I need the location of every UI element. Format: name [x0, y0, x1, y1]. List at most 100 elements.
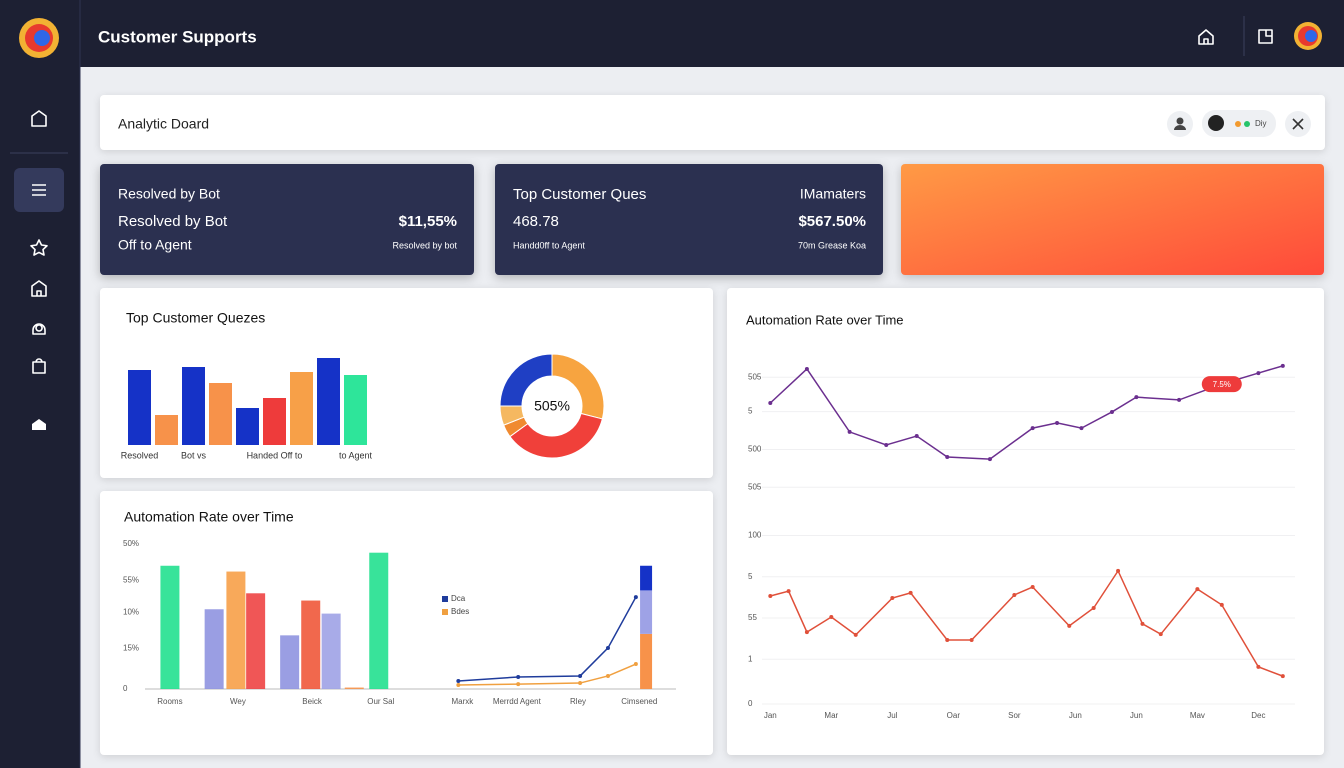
- point: [890, 596, 895, 601]
- x-tick-label: Handed Off to: [247, 450, 303, 460]
- close-button[interactable]: [1285, 111, 1311, 137]
- point: [884, 442, 889, 447]
- x-tick-label: to Agent: [339, 450, 373, 460]
- card-heading: Top Customer Ques: [513, 186, 646, 203]
- point: [945, 638, 950, 643]
- point: [633, 662, 638, 667]
- user-button[interactable]: [1167, 111, 1193, 137]
- point: [1067, 623, 1072, 628]
- y-tick-label: 0: [748, 699, 753, 708]
- point: [1030, 585, 1035, 590]
- bar: [204, 609, 224, 689]
- bar: [209, 383, 232, 445]
- point: [1079, 426, 1084, 431]
- point: [945, 455, 950, 460]
- bar: [182, 367, 205, 445]
- point: [1256, 371, 1261, 376]
- bar: [160, 565, 180, 689]
- card-note: Resolved by bot: [392, 240, 457, 250]
- x-tick-label: Sor: [1008, 711, 1021, 720]
- point: [804, 630, 809, 635]
- line: [769, 365, 1284, 460]
- bar: [128, 370, 151, 445]
- panel: [727, 288, 1324, 755]
- status-pill[interactable]: [1202, 110, 1276, 137]
- y-tick-label: 1: [748, 654, 753, 663]
- y-tick-label: 55: [748, 613, 757, 622]
- annotation: 7.5%: [1213, 380, 1231, 389]
- point: [914, 434, 919, 439]
- nav-list: [32, 184, 46, 196]
- bar: [226, 571, 246, 689]
- card-label: 468.78: [513, 213, 559, 230]
- point: [1116, 568, 1121, 573]
- legend-label: Dca: [451, 594, 466, 603]
- legend-label: Bdes: [451, 607, 469, 616]
- card-heading-right: IMamaters: [800, 186, 866, 202]
- stat-card: [495, 164, 883, 275]
- bar: [290, 372, 313, 445]
- x-tick-label: Dec: [1251, 711, 1265, 720]
- point: [1280, 674, 1285, 679]
- x-tick-label: Merrdd Agent: [493, 697, 542, 706]
- x-tick-label: Our Sal: [367, 697, 394, 706]
- bar: [301, 600, 321, 689]
- y-tick-label: 10%: [123, 607, 139, 616]
- point: [633, 595, 638, 600]
- point: [578, 673, 583, 678]
- point: [1219, 602, 1224, 607]
- x-tick-label: Rley: [570, 697, 586, 706]
- card-label: Resolved by Bot: [118, 213, 228, 230]
- nav-home[interactable]: [31, 110, 47, 127]
- sidebar: [0, 0, 80, 768]
- donut-center-label: 505%: [534, 398, 570, 414]
- card-heading: Resolved by Bot: [118, 186, 220, 202]
- card-sublabel: Handd0ff to Agent: [513, 240, 585, 250]
- bar: [369, 552, 389, 689]
- nav-star[interactable]: [30, 239, 48, 256]
- x-tick-label: Mar: [824, 711, 838, 720]
- point: [1055, 420, 1060, 425]
- x-tick-label: Jan: [764, 711, 777, 720]
- card-value: $11,55%: [399, 213, 457, 230]
- x-tick-label: Oar: [947, 711, 961, 720]
- point: [987, 457, 992, 462]
- nav-user[interactable]: [32, 323, 46, 335]
- bar: [236, 408, 259, 445]
- x-tick-label: Beick: [302, 697, 323, 706]
- point: [908, 590, 913, 595]
- x-tick-label: Bot vs: [181, 450, 207, 460]
- point: [1109, 409, 1114, 414]
- card-value: $567.50%: [798, 213, 866, 230]
- card-sublabel: Off to Agent: [118, 237, 192, 253]
- bar: [263, 398, 286, 445]
- point: [456, 679, 461, 684]
- nav-box[interactable]: [32, 419, 46, 430]
- point: [1091, 606, 1096, 611]
- y-tick-label: 15%: [123, 644, 139, 653]
- stat-card: [100, 164, 474, 275]
- point: [1030, 426, 1035, 431]
- x-tick-label: Marxk: [452, 697, 475, 706]
- bar: [246, 593, 266, 689]
- y-tick-label: 50%: [123, 539, 139, 548]
- point: [1195, 587, 1200, 592]
- profile-logo[interactable]: [1294, 22, 1322, 50]
- point: [1280, 363, 1285, 368]
- point: [516, 674, 521, 679]
- legend-swatch: [442, 609, 448, 615]
- point: [578, 681, 583, 686]
- x-tick-label: Rooms: [157, 697, 182, 706]
- home-button[interactable]: [1198, 29, 1214, 45]
- point: [456, 682, 461, 687]
- point: [605, 645, 610, 650]
- x-tick-label: Cimsened: [621, 697, 657, 706]
- y-tick-label: 505: [748, 372, 762, 381]
- nav-bag[interactable]: [32, 358, 46, 374]
- point: [516, 682, 521, 687]
- line: [770, 569, 1284, 677]
- window-button[interactable]: [1258, 29, 1273, 44]
- chart-title: Automation Rate over Time: [124, 509, 294, 525]
- nav-building[interactable]: [31, 280, 47, 297]
